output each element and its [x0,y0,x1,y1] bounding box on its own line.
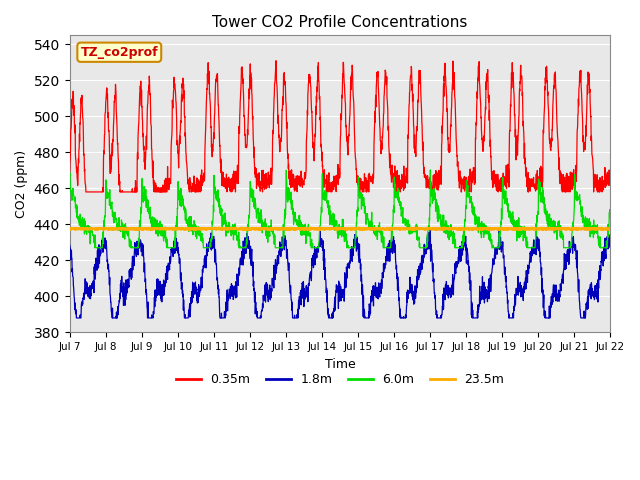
Title: Tower CO2 Profile Concentrations: Tower CO2 Profile Concentrations [212,15,468,30]
Text: TZ_co2prof: TZ_co2prof [81,46,158,59]
Y-axis label: CO2 (ppm): CO2 (ppm) [15,150,28,218]
Legend: 0.35m, 1.8m, 6.0m, 23.5m: 0.35m, 1.8m, 6.0m, 23.5m [171,369,509,391]
X-axis label: Time: Time [324,358,355,371]
